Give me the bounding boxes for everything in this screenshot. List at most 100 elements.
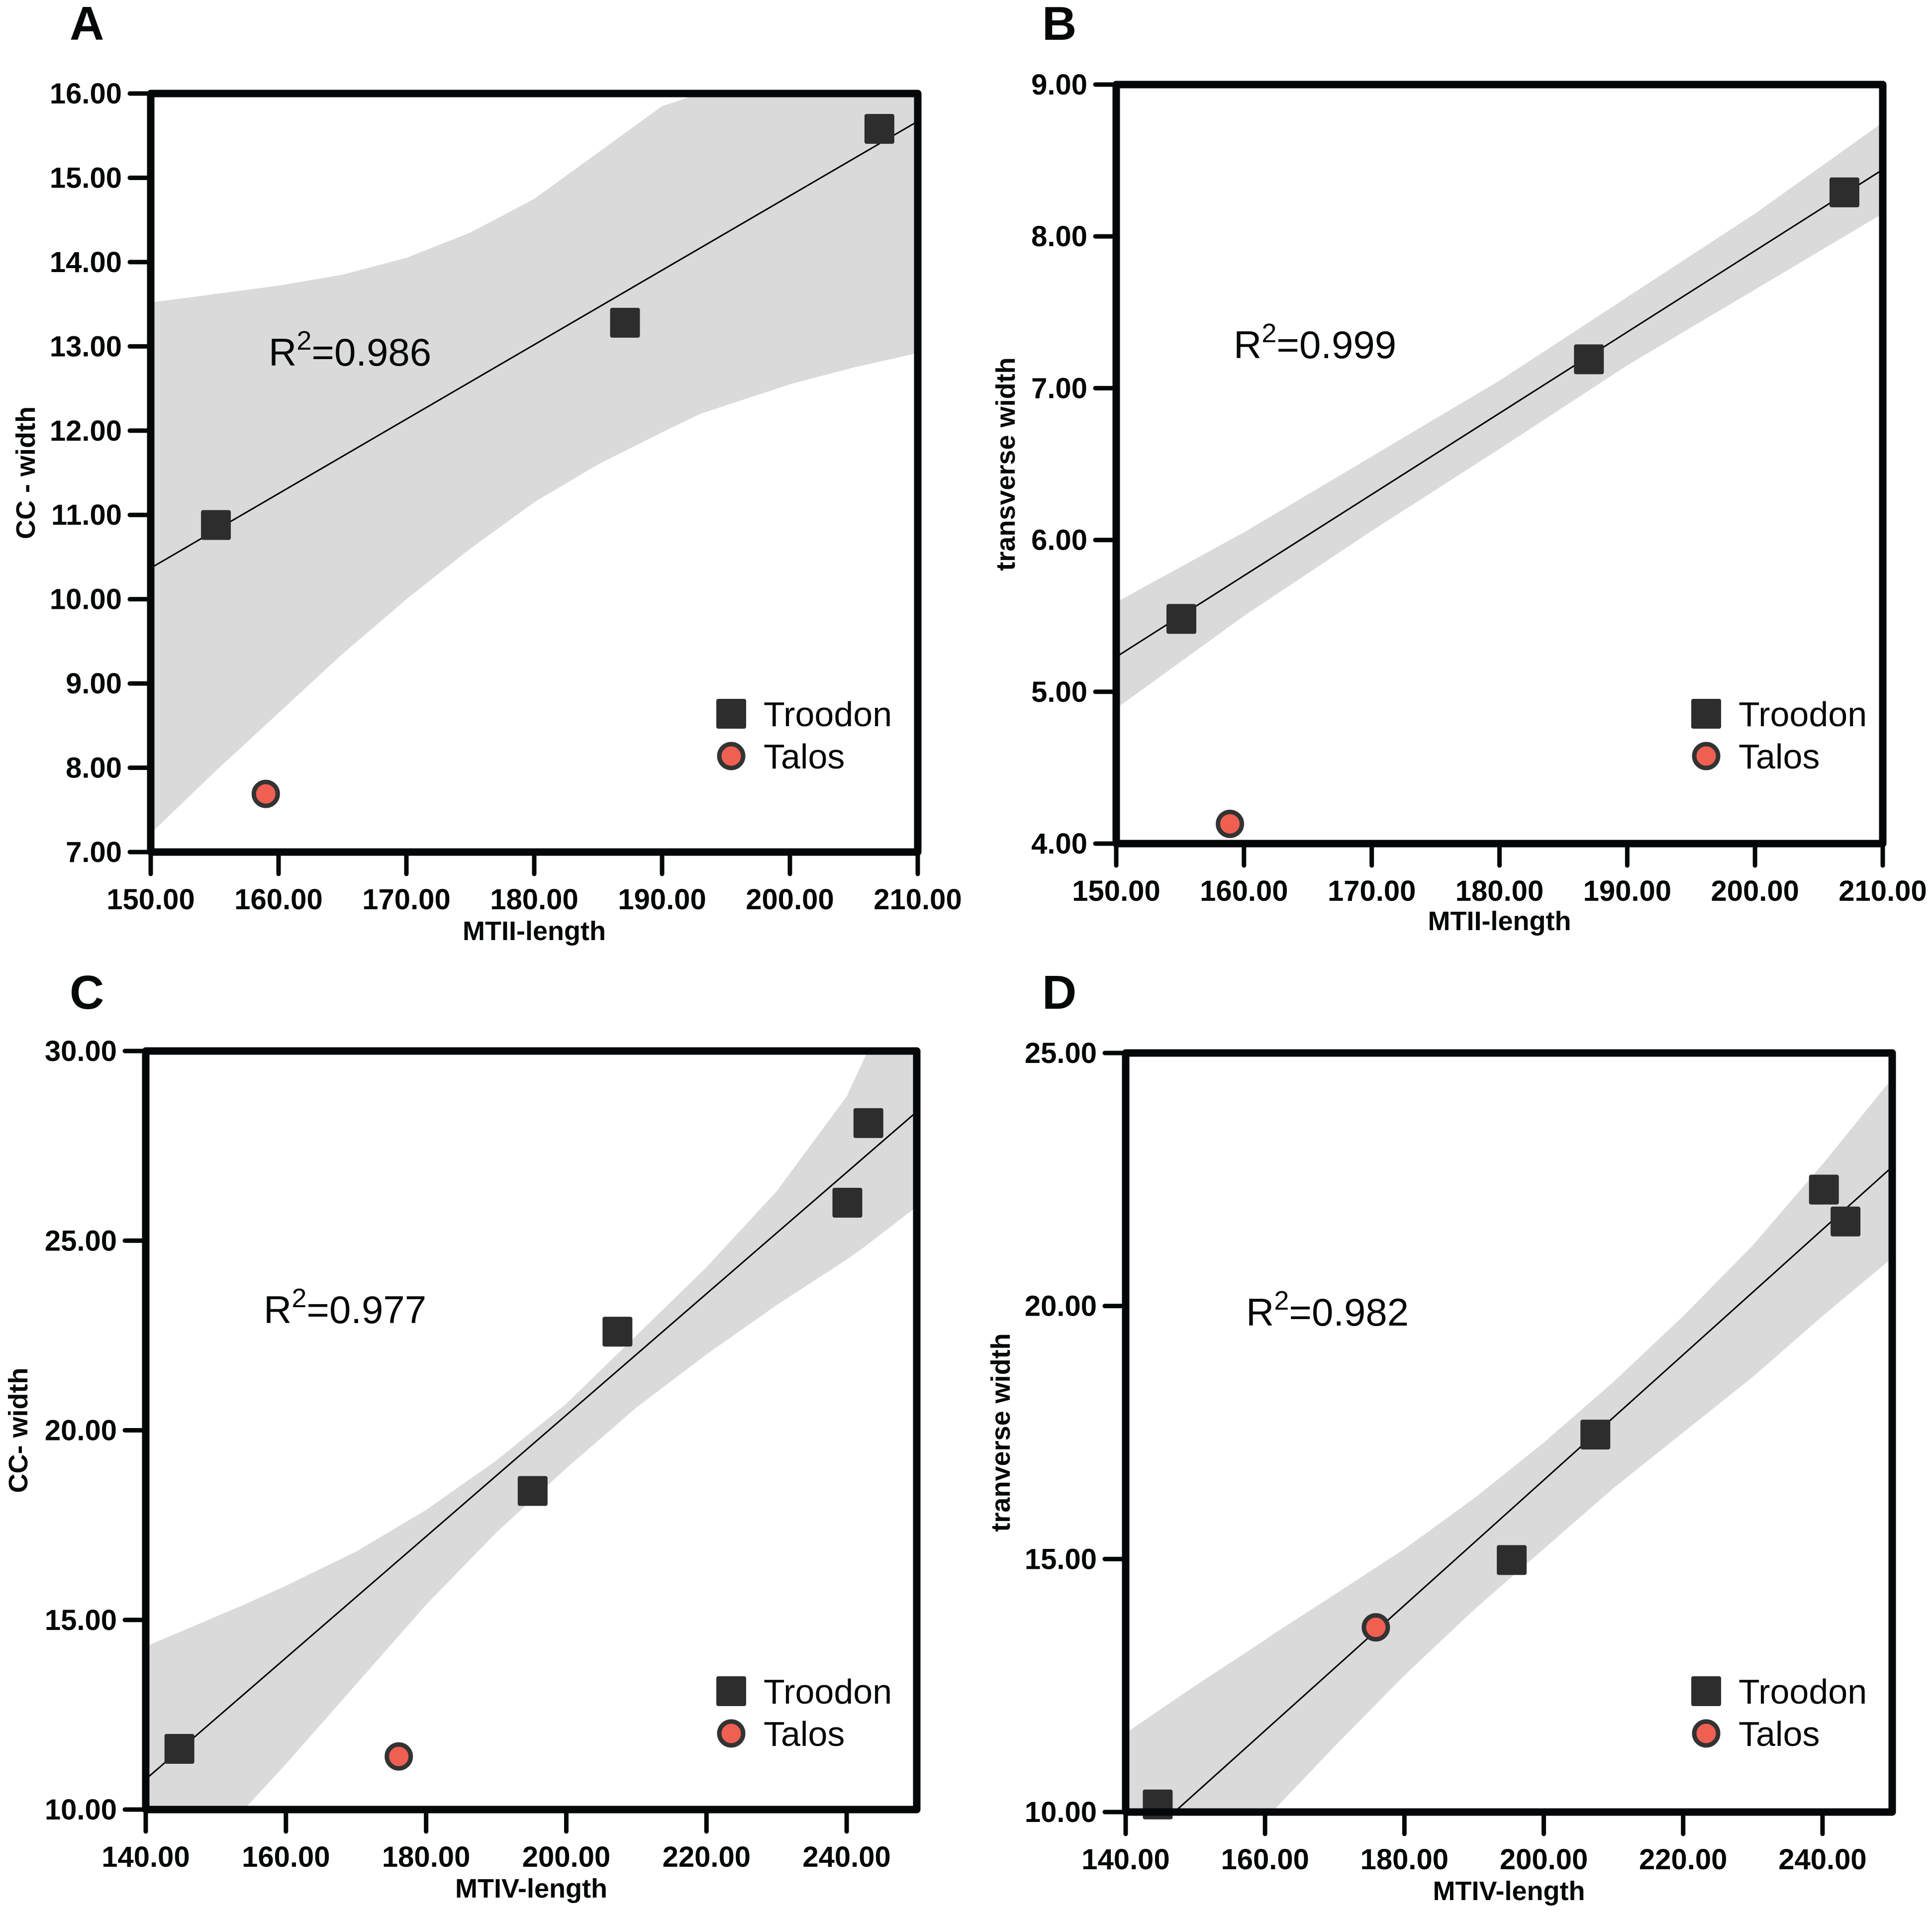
x-tick-label: 160.00	[242, 1841, 330, 1873]
legend-swatch-talos	[1692, 1719, 1721, 1748]
legend-swatch-talos	[717, 1719, 746, 1748]
y-tick-label: 30.00	[45, 1035, 117, 1067]
r-squared-annotation: R2=0.982	[1246, 1286, 1409, 1334]
legend-swatch-troodon	[1691, 699, 1721, 729]
confidence-band	[146, 1051, 917, 1810]
regression-line	[151, 120, 918, 569]
y-tick-label: 10.00	[50, 583, 122, 616]
y-tick-label: 25.00	[45, 1225, 117, 1257]
panel-letter: A	[70, 0, 104, 50]
x-tick-label: 160.00	[1221, 1843, 1309, 1876]
x-tick-label: 240.00	[802, 1841, 890, 1873]
panel-letter: D	[1042, 966, 1076, 1019]
y-axis-label: CC- width	[3, 1368, 33, 1493]
y-tick-label: 15.00	[1025, 1543, 1097, 1575]
x-tick-label: 180.00	[490, 883, 578, 916]
x-tick-label: 200.00	[1711, 875, 1799, 907]
r-squared-prefix: R	[269, 330, 296, 374]
panel-b: 4.00 5.00 6.00 7.00 8.00 9.00 150.00 160.00 170.…	[991, 0, 1927, 936]
r-squared-superscript: 2	[1261, 318, 1276, 348]
y-tick-label: 8.00	[1031, 220, 1087, 253]
y-tick-label: 20.00	[45, 1415, 117, 1447]
x-tick-label: 210.00	[873, 883, 962, 916]
y-tick-label: 11.00	[51, 499, 122, 531]
data-point-troodon	[1829, 177, 1859, 207]
data-point-troodon	[201, 510, 231, 540]
r-squared-value: =0.999	[1276, 323, 1396, 367]
r-squared-prefix: R	[264, 1288, 291, 1332]
legend-label-troodon: Troodon	[764, 1672, 892, 1711]
x-tick-label: 210.00	[1838, 875, 1927, 907]
data-point-troodon	[164, 1734, 194, 1764]
x-axis-label: MTIV-length	[455, 1874, 607, 1904]
legend-label-talos: Talos	[764, 1715, 845, 1753]
x-tick-label: 200.00	[1500, 1843, 1588, 1876]
x-tick-label: 180.00	[1360, 1843, 1449, 1876]
panel-a: 7.00 8.00 9.00 10.00 11.00 12.00 13.00 14.00 15.…	[11, 0, 962, 946]
y-tick-label: 25.00	[1025, 1037, 1097, 1069]
r-squared-annotation: R2=0.999	[1234, 318, 1396, 367]
legend-label-talos: Talos	[764, 737, 845, 776]
regression-line	[146, 1111, 917, 1780]
y-tick-label: 8.00	[66, 752, 122, 784]
plot-frame	[1122, 1049, 1896, 1816]
legend-swatch-talos	[717, 742, 746, 770]
y-tick-label: 9.00	[1031, 69, 1087, 101]
data-point-troodon	[832, 1188, 863, 1218]
x-tick-label: 160.00	[234, 883, 322, 916]
legend-swatch-troodon	[716, 1676, 746, 1706]
legend-swatch-talos	[1692, 742, 1721, 770]
legend: Troodon Talos	[1691, 1672, 1867, 1753]
y-tick-label: 20.00	[1025, 1290, 1097, 1323]
confidence-band	[1126, 1078, 1892, 1812]
x-tick-label: 140.00	[101, 1841, 190, 1873]
legend-label-troodon: Troodon	[1739, 1672, 1867, 1711]
y-tick-label: 13.00	[50, 330, 122, 363]
y-tick-label: 4.00	[1031, 828, 1087, 860]
data-point-talos	[1361, 1613, 1390, 1642]
y-tick-label: 12.00	[50, 415, 122, 447]
y-tick-label: 10.00	[45, 1794, 117, 1826]
confidence-band	[1116, 122, 1883, 709]
y-tick-label: 5.00	[1031, 676, 1087, 708]
x-tick-label: 200.00	[522, 1841, 610, 1873]
legend-label-talos: Talos	[1739, 737, 1820, 776]
y-axis-label: tranverse width	[986, 1333, 1016, 1532]
x-axis-label: MTII-length	[1428, 906, 1571, 936]
r-squared-prefix: R	[1246, 1290, 1274, 1334]
x-tick-label: 160.00	[1200, 875, 1288, 907]
x-tick-label: 180.00	[1455, 875, 1544, 907]
data-point-troodon	[853, 1108, 883, 1138]
x-tick-label: 200.00	[746, 883, 834, 916]
x-tick-label: 190.00	[1583, 875, 1671, 907]
r-squared-superscript: 2	[291, 1283, 306, 1313]
data-point-talos	[251, 779, 280, 808]
x-tick-label: 150.00	[1072, 875, 1160, 907]
legend-label-talos: Talos	[1739, 1715, 1820, 1753]
data-point-troodon	[610, 307, 640, 338]
x-tick-label: 170.00	[1328, 875, 1416, 907]
data-point-troodon	[1809, 1174, 1839, 1205]
legend-swatch-troodon	[1691, 1676, 1721, 1706]
regression-line	[1116, 169, 1883, 658]
legend-label-troodon: Troodon	[764, 695, 892, 734]
confidence-band	[151, 94, 918, 834]
r-squared-prefix: R	[1234, 323, 1261, 367]
y-tick-label: 14.00	[50, 246, 122, 279]
y-axis-label: CC - width	[11, 406, 41, 539]
x-axis-label: MTII-length	[463, 916, 606, 946]
r-squared-annotation: R2=0.986	[269, 326, 431, 374]
y-tick-label: 9.00	[66, 668, 122, 700]
data-point-troodon	[1166, 604, 1196, 634]
x-axis-label: MTIV-length	[1433, 1876, 1585, 1906]
r-squared-value: =0.977	[306, 1288, 426, 1332]
panel-letter: B	[1042, 0, 1076, 50]
r-squared-value: =0.986	[311, 330, 431, 374]
x-tick-label: 220.00	[663, 1841, 751, 1873]
legend-label-troodon: Troodon	[1739, 695, 1867, 734]
y-tick-label: 16.00	[50, 78, 122, 110]
data-point-troodon	[1580, 1420, 1611, 1450]
